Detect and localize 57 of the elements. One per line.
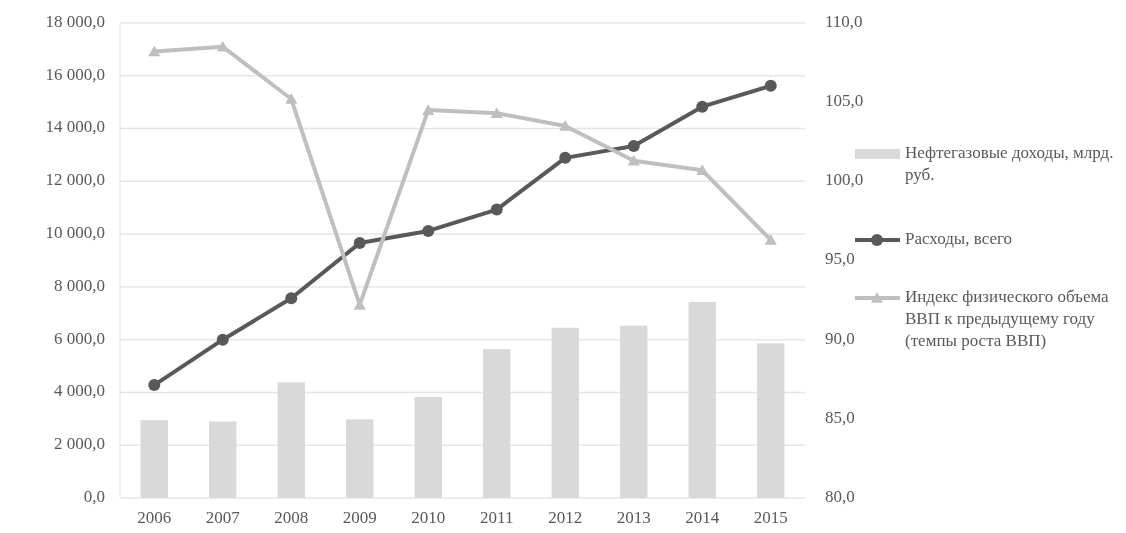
y2-tick-label: 105,0 xyxy=(825,91,864,111)
legend-label: Расходы, всего xyxy=(905,228,1013,248)
y-tick-label: 0,0 xyxy=(83,486,105,506)
bar xyxy=(688,301,716,498)
point xyxy=(764,233,777,245)
bar xyxy=(209,421,237,498)
x-tick-label: 2008 xyxy=(274,508,309,527)
y2-tick-label: 80,0 xyxy=(825,486,855,506)
point xyxy=(216,333,229,346)
bar xyxy=(483,349,511,498)
x-tick-label: 2010 xyxy=(411,508,446,527)
x-tick-label: 2009 xyxy=(342,508,377,527)
y-tick-label: 6 000,0 xyxy=(54,328,105,348)
bar xyxy=(757,343,785,498)
y-tick-label: 10 000,0 xyxy=(45,223,105,243)
legend-label: Нефтегазовые доходы, млрд. руб. xyxy=(905,142,1114,184)
point xyxy=(559,119,572,131)
y2-tick-label: 100,0 xyxy=(825,170,864,190)
point xyxy=(764,79,777,92)
y-tick-label: 12 000,0 xyxy=(45,170,105,190)
point xyxy=(696,100,709,113)
point xyxy=(490,107,503,119)
y-tick-label: 8 000,0 xyxy=(54,275,105,295)
x-tick-label: 2012 xyxy=(548,508,583,527)
x-tick-label: 2006 xyxy=(137,508,172,527)
point xyxy=(148,379,161,392)
y-tick-label: 14 000,0 xyxy=(45,117,105,137)
bar xyxy=(551,327,579,498)
point xyxy=(422,104,435,115)
bar xyxy=(620,325,648,498)
point xyxy=(559,151,572,164)
y2-tick-label: 95,0 xyxy=(825,249,855,269)
point xyxy=(353,237,366,250)
bar xyxy=(140,420,168,498)
y2-tick-label: 85,0 xyxy=(825,407,855,427)
point xyxy=(148,45,161,57)
point xyxy=(627,154,640,166)
point xyxy=(285,292,298,305)
bar xyxy=(277,382,305,498)
point xyxy=(627,139,640,152)
y-tick-label: 16 000,0 xyxy=(45,64,105,84)
bar xyxy=(414,396,442,498)
y2-tick-label: 90,0 xyxy=(825,328,855,348)
x-tick-label: 2007 xyxy=(205,508,241,527)
legend-label: Индекс физического объема ВВП к предыдущему году (темпы роста ВВП) xyxy=(905,286,1110,350)
point xyxy=(490,203,503,216)
x-tick-label: 2014 xyxy=(685,508,720,527)
point xyxy=(422,224,435,237)
y-tick-label: 4 000,0 xyxy=(54,381,105,401)
y2-tick-label: 110,0 xyxy=(825,11,863,31)
x-tick-label: 2013 xyxy=(616,508,651,527)
y-tick-label: 18 000,0 xyxy=(45,11,105,31)
x-tick-label: 2015 xyxy=(753,508,788,527)
x-tick-label: 2011 xyxy=(480,508,514,527)
point xyxy=(285,93,298,104)
bar xyxy=(346,419,374,498)
y-tick-label: 2 000,0 xyxy=(54,434,105,454)
